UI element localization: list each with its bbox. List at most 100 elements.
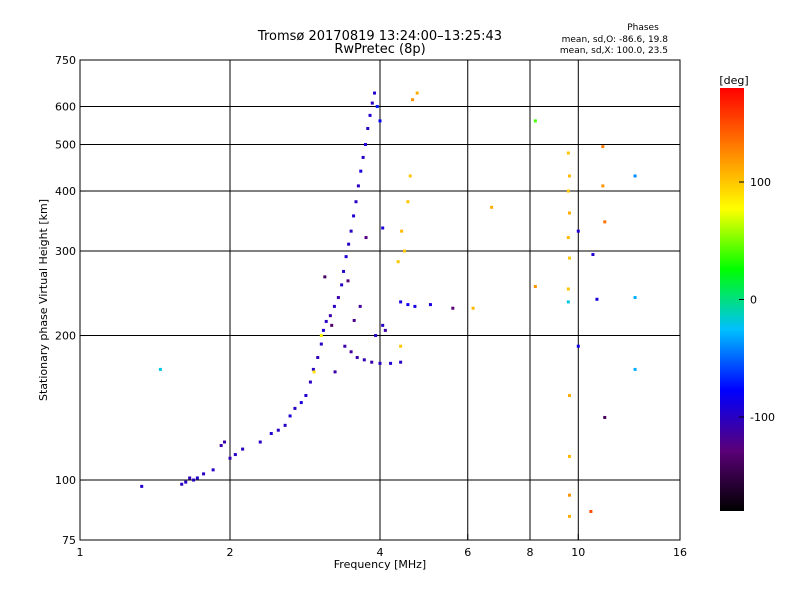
- colorbar-label: [deg]: [719, 74, 748, 87]
- data-point: [633, 296, 637, 300]
- data-points: [140, 91, 637, 518]
- colorbar-tick-label: 100: [750, 176, 771, 189]
- x-tick-label: 8: [527, 546, 534, 559]
- data-point: [415, 91, 419, 95]
- data-point: [311, 367, 315, 371]
- data-point: [336, 296, 340, 300]
- data-point: [202, 472, 206, 476]
- y-tick-label: 600: [55, 101, 76, 114]
- data-point: [533, 119, 537, 123]
- data-point: [355, 355, 359, 359]
- data-point: [381, 323, 385, 327]
- data-point: [316, 355, 320, 359]
- data-point: [383, 328, 387, 332]
- data-point: [330, 323, 334, 327]
- data-point: [374, 334, 378, 338]
- data-point: [399, 344, 403, 348]
- data-point: [533, 285, 537, 289]
- data-point: [340, 283, 344, 287]
- data-point: [140, 484, 144, 488]
- data-point: [471, 306, 475, 310]
- data-point: [490, 205, 494, 209]
- data-point: [211, 468, 215, 472]
- data-point: [368, 113, 372, 117]
- data-point: [362, 358, 366, 362]
- x-tick-label: 2: [227, 546, 234, 559]
- data-point: [283, 423, 287, 427]
- data-point: [363, 143, 367, 147]
- data-point: [633, 174, 637, 178]
- data-point: [241, 447, 245, 451]
- data-point: [364, 236, 368, 240]
- data-point: [324, 319, 328, 323]
- data-point: [375, 105, 379, 109]
- x-tick-label: 16: [673, 546, 687, 559]
- y-tick-label: 200: [55, 330, 76, 343]
- data-point: [269, 432, 273, 436]
- data-point: [370, 360, 374, 364]
- data-point: [589, 509, 593, 513]
- y-tick-label: 300: [55, 245, 76, 258]
- stats-x-line: mean, sd,X: 100.0, 23.5: [560, 46, 668, 56]
- y-tick-label: 100: [55, 474, 76, 487]
- colorbar-ticks: 100 0 -100: [739, 176, 775, 424]
- data-point: [381, 226, 385, 230]
- data-point: [451, 306, 455, 310]
- data-point: [343, 344, 347, 348]
- x-axis-ticks: 1 2 4 6 8 10 16: [77, 534, 687, 559]
- data-point: [342, 269, 346, 273]
- data-point: [399, 360, 403, 364]
- data-point: [158, 367, 162, 371]
- data-point: [399, 300, 403, 304]
- y-axis-ticks: 75 100 200 300 400 500 600 750: [55, 54, 86, 547]
- data-point: [396, 260, 400, 264]
- data-point: [400, 229, 404, 233]
- data-point: [576, 229, 580, 233]
- data-point: [601, 145, 605, 149]
- data-point: [389, 361, 393, 365]
- data-point: [352, 214, 356, 218]
- x-tick-label: 6: [464, 546, 471, 559]
- data-point: [567, 394, 571, 398]
- data-point: [567, 514, 571, 518]
- grid-lines: [80, 60, 680, 540]
- data-point: [370, 101, 374, 105]
- data-point: [219, 444, 223, 448]
- chart-subtitle: RwPretec (8p): [334, 42, 425, 57]
- data-point: [349, 350, 353, 354]
- x-tick-label: 1: [77, 546, 84, 559]
- data-point: [566, 189, 570, 193]
- y-tick-label: 400: [55, 185, 76, 198]
- y-axis-label: Stationary phase Virtual Height [km]: [37, 199, 50, 401]
- data-point: [195, 476, 199, 480]
- x-tick-label: 10: [571, 546, 585, 559]
- data-point: [321, 328, 325, 332]
- data-point: [188, 476, 192, 480]
- chart-title: Tromsø 20170819 13:24:00–13:25:43: [257, 29, 502, 44]
- colorbar-tick-label: -100: [750, 411, 775, 424]
- data-point: [344, 255, 348, 259]
- data-point: [308, 380, 312, 384]
- data-point: [312, 370, 316, 374]
- data-point: [566, 300, 570, 304]
- y-tick-label: 500: [55, 139, 76, 152]
- data-point: [403, 249, 407, 253]
- data-point: [293, 406, 297, 410]
- data-point: [408, 174, 412, 178]
- stats-o-line: mean, sd,O: -86.6, 19.8: [562, 35, 669, 45]
- y-tick-label: 75: [62, 534, 76, 547]
- data-point: [411, 98, 415, 102]
- y-tick-label: 750: [55, 54, 76, 67]
- data-point: [304, 394, 308, 398]
- data-point: [299, 401, 303, 405]
- data-point: [328, 314, 332, 318]
- data-point: [366, 126, 370, 130]
- data-point: [180, 482, 184, 486]
- data-point: [347, 242, 351, 246]
- data-point: [258, 440, 262, 444]
- data-point: [333, 370, 337, 374]
- data-point: [566, 287, 570, 291]
- data-point: [192, 478, 196, 482]
- data-point: [576, 344, 580, 348]
